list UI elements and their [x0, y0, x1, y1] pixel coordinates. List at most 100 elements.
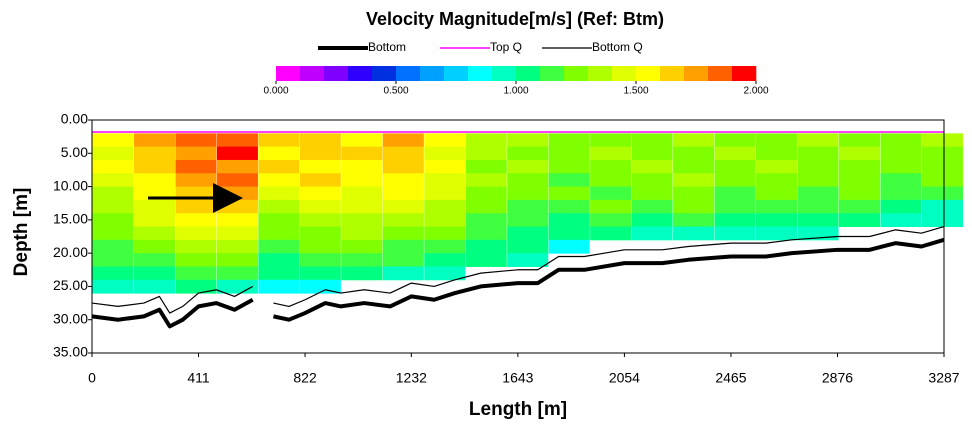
- velocity-cell: [673, 133, 715, 148]
- velocity-cell: [548, 186, 590, 201]
- y-tick-label: 15.00: [53, 211, 88, 227]
- velocity-cell: [507, 213, 549, 228]
- velocity-cell: [756, 186, 798, 201]
- velocity-cell: [590, 199, 632, 214]
- colorbar-swatch: [300, 66, 325, 81]
- velocity-cell: [299, 279, 341, 294]
- velocity-cell: [714, 213, 756, 228]
- velocity-cell: [548, 213, 590, 228]
- velocity-cell: [880, 133, 922, 148]
- velocity-cell: [797, 213, 839, 228]
- velocity-cell: [673, 213, 715, 228]
- x-tick-label: 0: [88, 370, 96, 386]
- colorbar-swatch: [660, 66, 685, 81]
- velocity-cell: [880, 213, 922, 228]
- colorbar-swatch: [324, 66, 349, 81]
- velocity-cell: [921, 173, 963, 188]
- velocity-cell: [216, 133, 258, 148]
- velocity-cell: [424, 239, 466, 254]
- velocity-cell: [424, 213, 466, 228]
- velocity-cell: [92, 173, 134, 188]
- velocity-cell: [590, 173, 632, 188]
- velocity-cell: [299, 199, 341, 214]
- velocity-cell: [216, 146, 258, 161]
- velocity-cell: [299, 226, 341, 241]
- velocity-cell: [175, 279, 217, 294]
- velocity-cell: [880, 199, 922, 214]
- x-tick-label: 2876: [822, 370, 853, 386]
- velocity-cell: [465, 186, 507, 201]
- velocity-cell: [465, 159, 507, 174]
- y-tick-label: 20.00: [53, 244, 88, 260]
- colorbar-swatch: [276, 66, 301, 81]
- velocity-cell: [382, 173, 424, 188]
- velocity-cell: [548, 173, 590, 188]
- velocity-cell: [921, 186, 963, 201]
- velocity-cell: [424, 199, 466, 214]
- velocity-cell: [921, 159, 963, 174]
- velocity-cell: [838, 159, 881, 174]
- velocity-cell: [92, 199, 134, 214]
- colorbar-swatch: [420, 66, 445, 81]
- velocity-cell: [756, 199, 798, 214]
- velocity-cell: [341, 239, 383, 254]
- velocity-cell: [175, 213, 217, 228]
- y-tick-label: 0.00: [61, 111, 88, 127]
- colorbar-swatch: [516, 66, 541, 81]
- velocity-cell: [92, 133, 134, 148]
- velocity-cell: [756, 146, 798, 161]
- velocity-cell: [341, 159, 383, 174]
- velocity-cell: [880, 146, 922, 161]
- velocity-cell: [838, 173, 881, 188]
- velocity-cell: [175, 146, 217, 161]
- velocity-cell: [838, 146, 881, 161]
- velocity-cell: [92, 159, 134, 174]
- velocity-cell: [175, 226, 217, 241]
- velocity-cell: [507, 253, 549, 267]
- velocity-cell: [424, 133, 466, 148]
- velocity-cell: [921, 213, 963, 228]
- y-tick-label: 25.00: [53, 277, 88, 293]
- velocity-cell: [838, 186, 881, 201]
- velocity-cell: [258, 279, 300, 294]
- y-axis-title: Depth [m]: [11, 188, 32, 277]
- velocity-cell: [299, 213, 341, 228]
- colorbar-tick-label: 1.500: [623, 86, 648, 97]
- colorbar-swatch: [588, 66, 613, 81]
- velocity-cell: [92, 279, 134, 294]
- colorbar-swatch: [684, 66, 709, 81]
- velocity-cell: [258, 146, 300, 161]
- velocity-cell: [92, 186, 134, 201]
- velocity-cell: [756, 159, 798, 174]
- velocity-cell: [880, 173, 922, 188]
- velocity-cell: [216, 253, 258, 267]
- velocity-cell: [258, 213, 300, 228]
- velocity-cell: [714, 159, 756, 174]
- colorbar-tick-label: 1.000: [503, 86, 528, 97]
- velocity-cell: [507, 186, 549, 201]
- colorbar-swatch: [468, 66, 493, 81]
- velocity-cell: [341, 266, 383, 281]
- velocity-cell: [714, 199, 756, 214]
- y-tick-label: 30.00: [53, 310, 88, 326]
- velocity-cell: [631, 186, 673, 201]
- velocity-cell: [507, 159, 549, 174]
- y-tick-label: 10.00: [53, 177, 88, 193]
- colorbar-swatch: [492, 66, 517, 81]
- velocity-cell: [507, 173, 549, 188]
- velocity-cell: [797, 186, 839, 201]
- velocity-cell: [382, 146, 424, 161]
- velocity-cell: [673, 226, 715, 241]
- x-tick-label: 2465: [715, 370, 746, 386]
- velocity-cell: [548, 199, 590, 214]
- x-tick-label: 822: [293, 370, 317, 386]
- velocity-cell: [133, 159, 175, 174]
- velocity-cell: [175, 266, 217, 281]
- velocity-cell: [756, 226, 798, 241]
- colorbar-swatch: [636, 66, 661, 81]
- colorbar-swatch: [540, 66, 565, 81]
- x-tick-label: 2054: [609, 370, 640, 386]
- velocity-cell: [797, 173, 839, 188]
- x-tick-label: 411: [187, 370, 210, 386]
- velocity-cell: [507, 133, 549, 148]
